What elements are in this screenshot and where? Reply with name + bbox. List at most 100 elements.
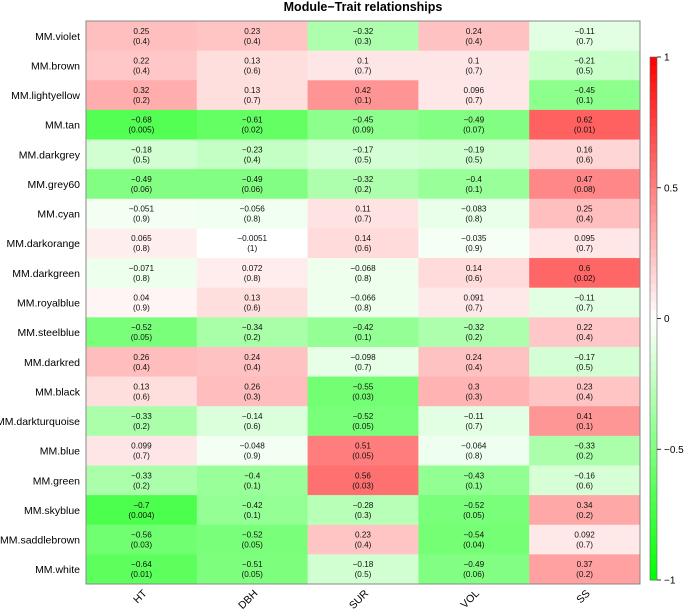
cell-value: 0.47 — [577, 175, 593, 184]
colorbar-segment — [650, 353, 657, 363]
cell-pvalue: (0.7) — [244, 96, 261, 105]
cell-value: −0.4 — [244, 471, 261, 480]
cell-pvalue: (0.1) — [355, 333, 372, 342]
colorbar-segment — [650, 248, 657, 258]
cell-pvalue: (0.05) — [242, 570, 264, 579]
colorbar-tick-label: 1 — [664, 53, 670, 64]
cell-value: −0.064 — [461, 442, 487, 451]
cell-value: −0.49 — [463, 116, 484, 125]
heatmap-cell — [86, 198, 198, 229]
colorbar-segment — [650, 126, 657, 136]
cell-pvalue: (0.1) — [244, 481, 261, 490]
heatmap-cell — [196, 80, 309, 111]
heatmap-cell — [86, 376, 198, 407]
colorbar-segment — [650, 370, 657, 381]
cell-value: −0.17 — [574, 353, 595, 362]
heatmap-cell — [307, 109, 419, 141]
colorbar-segment — [650, 109, 657, 119]
cell-pvalue: (0.6) — [576, 155, 593, 164]
cell-pvalue: (0.7) — [576, 244, 593, 253]
colorbar-segment — [650, 231, 657, 241]
cell-pvalue: (0.01) — [574, 126, 596, 135]
heatmap-cell — [196, 258, 309, 289]
cell-pvalue: (0.7) — [576, 304, 593, 313]
heatmap-cell — [529, 406, 641, 437]
cell-value: 0.22 — [577, 323, 593, 332]
cell-value: 0.24 — [466, 353, 482, 362]
cell-pvalue: (0.2) — [576, 511, 593, 520]
cell-value: 0.23 — [355, 531, 371, 540]
heatmap-cell — [307, 495, 419, 526]
heatmap-cell — [86, 109, 198, 141]
colorbar-segment — [650, 501, 657, 511]
colorbar-segment — [650, 571, 657, 581]
cell-value: −0.17 — [353, 145, 374, 154]
cell-value: 0.092 — [574, 531, 595, 540]
cell-pvalue: (0.8) — [355, 274, 372, 283]
row-label: MM.lightyellow — [11, 90, 80, 102]
cell-value: 0.091 — [464, 294, 485, 303]
cell-pvalue: (0.6) — [576, 481, 593, 490]
cell-value: 0.56 — [355, 471, 371, 480]
cell-value: −0.035 — [461, 234, 487, 243]
colorbar-segment — [650, 327, 657, 337]
cell-value: −0.52 — [353, 412, 374, 421]
heatmap-cell — [418, 50, 530, 81]
cell-value: −0.64 — [131, 560, 152, 569]
chart-title: Module−Trait relationships — [283, 0, 443, 14]
heatmap-cell — [418, 109, 530, 141]
heatmap-cell — [196, 346, 309, 378]
colorbar-segment — [650, 91, 657, 102]
colorbar-segment — [650, 362, 657, 372]
heatmap-cell — [418, 139, 530, 170]
heatmap-cell — [86, 50, 198, 81]
heatmap-cell — [86, 346, 198, 378]
heatmap-cell — [196, 554, 309, 585]
colorbar-segment — [650, 301, 657, 311]
heatmap-cell — [86, 228, 198, 259]
colorbar-segment — [650, 179, 657, 189]
cell-value: −0.098 — [350, 353, 376, 362]
cell-pvalue: (0.2) — [465, 333, 482, 342]
heatmap-cell — [418, 346, 530, 378]
heatmap-cell — [529, 376, 641, 407]
cell-value: 0.26 — [133, 353, 149, 362]
heatmap-cell — [307, 287, 419, 318]
heatmap-cell — [529, 50, 641, 81]
cell-value: 0.25 — [577, 205, 593, 214]
cell-pvalue: (0.03) — [131, 541, 153, 550]
cell-value: 0.37 — [577, 560, 593, 569]
cell-pvalue: (0.3) — [355, 37, 372, 46]
cell-pvalue: (0.06) — [463, 570, 485, 579]
cell-value: 0.13 — [244, 86, 260, 95]
heatmap-cell — [307, 346, 419, 378]
colorbar-segment — [650, 440, 657, 450]
cell-value: 0.24 — [244, 353, 260, 362]
row-label: MM.grey60 — [27, 179, 80, 191]
colorbar-segment — [650, 562, 657, 572]
colorbar-segment — [650, 222, 657, 232]
colorbar-segment — [650, 510, 657, 520]
row-label: MM.darkgreen — [12, 268, 80, 280]
cell-pvalue: (0.4) — [133, 363, 150, 372]
colorbar-segment — [650, 484, 657, 494]
colorbar-segment — [650, 388, 657, 398]
heatmap-cell — [418, 80, 530, 111]
heatmap-cell — [529, 169, 641, 200]
colorbar-segment — [650, 475, 657, 485]
cell-pvalue: (0.7) — [465, 422, 482, 431]
colorbar-segment — [650, 536, 657, 546]
row-label: MM.darkorange — [6, 238, 80, 250]
cell-pvalue: (0.2) — [576, 570, 593, 579]
cell-value: 0.62 — [577, 116, 593, 125]
heatmap-cell — [418, 317, 530, 348]
colorbar-segment — [650, 527, 657, 537]
cell-value: 0.26 — [244, 382, 260, 391]
heatmap-cell — [196, 495, 309, 526]
heatmap-cell — [86, 495, 198, 526]
cell-pvalue: (0.6) — [244, 66, 261, 75]
cell-pvalue: (0.7) — [355, 363, 372, 372]
heatmap-cell — [529, 80, 641, 111]
cell-value: −0.51 — [242, 560, 263, 569]
row-label: MM.skyblue — [24, 505, 80, 517]
